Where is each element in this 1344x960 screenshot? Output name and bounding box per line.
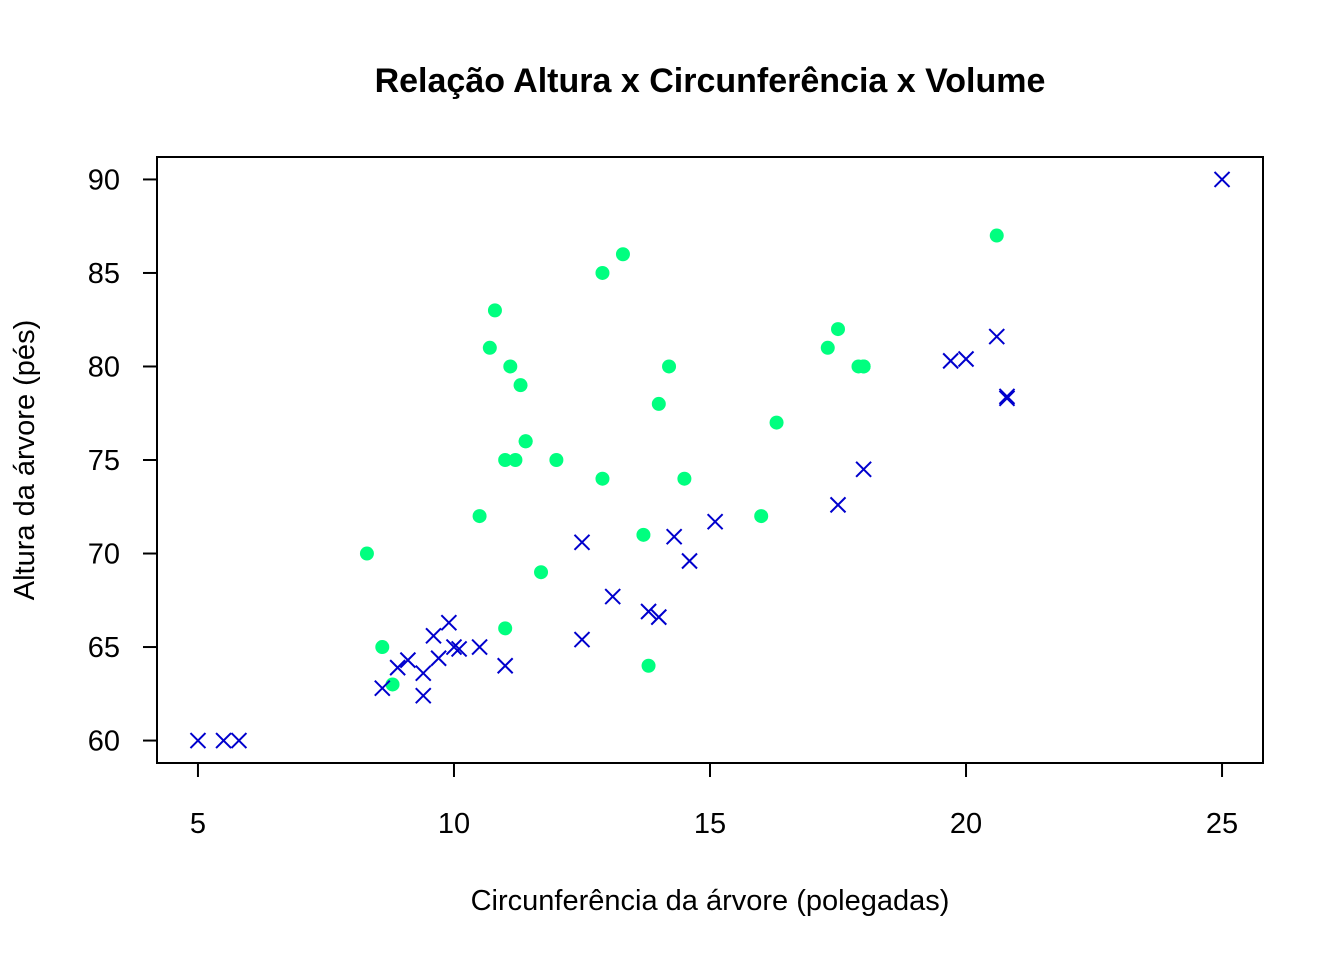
data-point-cross	[430, 650, 447, 667]
data-point-cross	[829, 496, 847, 514]
chart-title: Relação Altura x Circunferência x Volume	[375, 62, 1046, 100]
data-point-cross	[440, 614, 458, 631]
x-tick-label: 20	[950, 808, 982, 840]
data-point-circle	[503, 359, 518, 374]
data-points	[189, 171, 1231, 749]
x-axis: 5 10 15 20 25	[190, 762, 1238, 840]
data-point-circle	[472, 509, 487, 524]
data-point-cross	[445, 638, 463, 656]
data-point-cross	[681, 552, 698, 570]
x-tick-label: 15	[694, 808, 726, 840]
data-point-cross	[998, 390, 1016, 407]
data-point-circle	[498, 621, 513, 636]
data-point-cross	[374, 679, 391, 697]
x-tick-label: 5	[190, 808, 206, 840]
data-point-circle	[385, 677, 400, 692]
data-point-circle	[549, 453, 564, 467]
x-tick-label: 10	[438, 808, 470, 840]
data-point-cross	[189, 732, 207, 749]
data-point-circle	[769, 415, 784, 430]
data-point-cross	[415, 687, 432, 704]
data-point-circle	[615, 247, 630, 262]
y-tick-label: 90	[88, 164, 120, 196]
data-point-cross	[957, 350, 975, 368]
data-point-circle	[375, 640, 390, 655]
x-tick-label: 25	[1206, 808, 1238, 840]
data-point-circle	[831, 322, 846, 337]
data-point-circle	[641, 658, 656, 673]
y-tick-label: 85	[88, 258, 120, 290]
data-point-cross	[573, 534, 591, 551]
data-point-cross	[399, 651, 417, 669]
data-point-cross	[665, 528, 683, 545]
data-point-circle	[651, 396, 666, 411]
y-tick-label: 60	[88, 726, 120, 758]
data-point-circle	[595, 265, 610, 280]
data-point-cross	[988, 328, 1005, 345]
y-tick-label: 80	[88, 351, 120, 383]
data-point-circle	[636, 527, 651, 542]
data-point-cross	[450, 640, 468, 658]
plot-frame	[156, 156, 1264, 764]
data-point-circle	[677, 471, 692, 486]
data-point-cross	[604, 588, 621, 605]
data-point-circle	[989, 228, 1004, 243]
y-tick-label: 75	[88, 445, 120, 477]
data-point-cross	[389, 659, 406, 676]
data-point-cross	[706, 513, 724, 530]
data-point-cross	[230, 732, 248, 749]
data-point-cross	[650, 608, 668, 626]
data-point-cross	[215, 732, 232, 749]
data-point-circle	[856, 359, 871, 374]
data-point-cross	[415, 665, 432, 682]
data-point-cross	[942, 352, 959, 370]
data-point-cross	[998, 388, 1016, 405]
data-point-circle	[482, 340, 497, 355]
data-point-circle	[595, 471, 610, 486]
data-point-circle	[662, 359, 677, 374]
data-point-circle	[508, 453, 523, 467]
data-point-circle	[513, 378, 528, 393]
data-point-cross	[425, 627, 442, 645]
x-axis-label: Circunferência da árvore (polegadas)	[471, 885, 950, 917]
y-axis: 60 65 70 75 80 85 90	[88, 164, 158, 758]
data-point-circle	[820, 340, 835, 355]
y-axis-label: Altura da árvore (pés)	[9, 320, 41, 600]
data-point-cross	[573, 631, 591, 648]
y-tick-label: 70	[88, 539, 120, 571]
data-point-cross	[1213, 171, 1231, 188]
data-point-cross	[855, 461, 872, 478]
data-point-circle	[518, 434, 533, 449]
data-point-circle	[359, 546, 374, 561]
data-point-cross	[471, 638, 488, 656]
data-point-circle	[534, 565, 549, 580]
data-point-circle	[487, 303, 502, 318]
data-point-cross	[496, 657, 514, 674]
data-point-circle	[754, 509, 769, 524]
data-point-circle	[498, 453, 513, 467]
y-tick-label: 65	[88, 632, 120, 664]
data-point-cross	[640, 603, 657, 620]
